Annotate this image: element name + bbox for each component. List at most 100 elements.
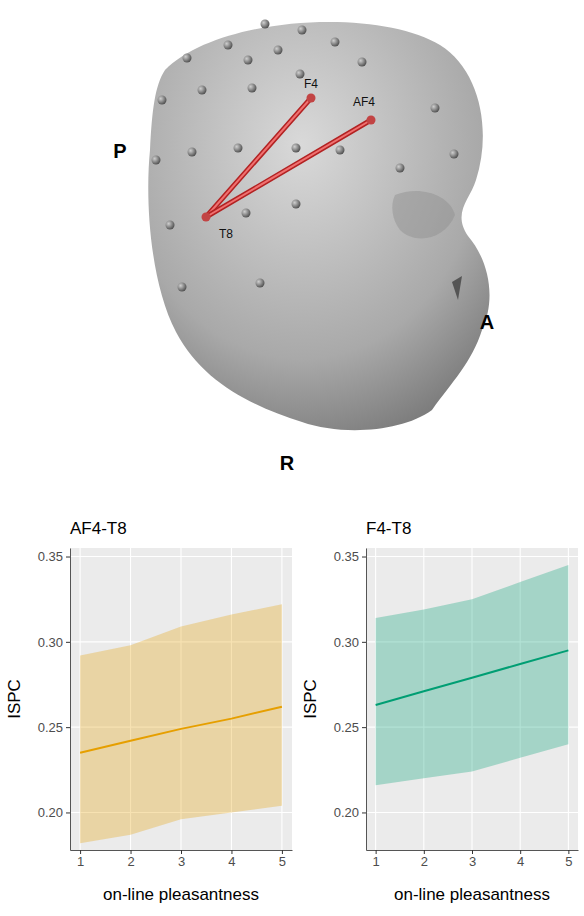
confidence-band xyxy=(80,604,282,843)
x-tick-label: 1 xyxy=(373,854,380,869)
plot-background xyxy=(70,548,292,850)
y-tick: 0.35 xyxy=(334,549,366,564)
head-diagram: F4 AF4 T8 xyxy=(148,20,489,431)
grid xyxy=(70,548,292,850)
y-tick: 0.20 xyxy=(38,805,70,820)
x-axis-title: on-line pleasantness xyxy=(103,885,259,904)
orientation-label: R xyxy=(280,452,295,474)
x-axis: 1 2 3 4 5 xyxy=(71,850,293,869)
y-axis: 0.20 0.25 0.30 0.35 xyxy=(38,549,71,851)
x-tick-label: 2 xyxy=(421,854,428,869)
electrode xyxy=(242,209,251,218)
ear-shape xyxy=(452,276,462,300)
electrode xyxy=(244,56,253,65)
x-tick-label: 2 xyxy=(127,854,134,869)
chart-title: F4-T8 xyxy=(366,519,411,538)
plot-background xyxy=(366,548,578,850)
x-tick: 1 xyxy=(77,850,84,869)
x-tick-label: 5 xyxy=(565,854,572,869)
electrode xyxy=(152,156,161,165)
electrode xyxy=(261,20,270,29)
y-tick-mark xyxy=(362,642,366,643)
electrode-label: T8 xyxy=(219,227,233,241)
grid xyxy=(366,548,578,850)
electrode xyxy=(234,144,243,153)
y-tick: 0.20 xyxy=(334,805,366,820)
electrode xyxy=(166,221,175,230)
y-tick-mark xyxy=(362,812,366,813)
x-tick: 4 xyxy=(517,850,524,869)
x-tick: 5 xyxy=(279,850,286,869)
y-tick: 0.30 xyxy=(334,635,366,650)
electrode-label: F4 xyxy=(304,77,318,91)
x-tick: 4 xyxy=(228,850,235,869)
chart-panel: 0.20 0.25 0.30 0.35 1 2 3 4 5 AF4-T8 on-line pleas… xyxy=(5,519,293,904)
electrode xyxy=(331,38,340,47)
x-tick: 5 xyxy=(565,850,572,869)
y-axis-title: ISPC xyxy=(5,679,24,719)
electrode xyxy=(256,279,265,288)
electrode xyxy=(298,26,307,35)
connection-highlight xyxy=(206,120,371,217)
y-axis: 0.20 0.25 0.30 0.35 xyxy=(334,549,367,851)
connection-highlight xyxy=(206,98,311,217)
x-tick: 3 xyxy=(178,850,185,869)
trend-line xyxy=(80,707,282,753)
y-axis-line xyxy=(366,549,367,851)
y-tick-label: 0.25 xyxy=(334,720,359,735)
y-tick-mark xyxy=(66,727,70,728)
y-tick-label: 0.20 xyxy=(38,805,63,820)
x-tick-label: 4 xyxy=(228,854,235,869)
electrode xyxy=(292,200,301,209)
chart-title: AF4-T8 xyxy=(70,519,127,538)
electrode xyxy=(292,144,301,153)
x-tick-label: 5 xyxy=(279,854,286,869)
figure: F4 AF4 T8 P A R 0.20 0.25 0.30 0.35 1 2 3 4 5 AF4-T8 on-… xyxy=(0,0,584,916)
electrode xyxy=(336,146,345,155)
x-tick: 1 xyxy=(373,850,380,869)
trend-line xyxy=(376,650,569,705)
electrode xyxy=(396,164,405,173)
y-tick: 0.25 xyxy=(38,720,70,735)
electrode xyxy=(224,41,233,50)
y-axis-line xyxy=(70,549,71,851)
y-tick-mark xyxy=(362,557,366,558)
y-tick-label: 0.35 xyxy=(38,549,63,564)
electrode xyxy=(248,84,257,93)
electrode xyxy=(431,104,440,113)
face-shade xyxy=(392,191,455,238)
y-tick-label: 0.25 xyxy=(38,720,63,735)
y-tick-mark xyxy=(66,642,70,643)
connection xyxy=(206,98,311,217)
y-axis-title: ISPC xyxy=(301,679,320,719)
x-tick-label: 3 xyxy=(469,854,476,869)
y-tick-label: 0.30 xyxy=(334,635,359,650)
marks xyxy=(376,565,569,785)
electrode-selected xyxy=(202,213,211,222)
marks xyxy=(80,604,282,843)
orientation-label: P xyxy=(113,140,126,162)
x-tick-label: 4 xyxy=(517,854,524,869)
orientation-label: A xyxy=(480,311,494,333)
electrode xyxy=(450,150,459,159)
x-tick: 2 xyxy=(127,850,134,869)
head-shape xyxy=(148,22,489,430)
x-tick-label: 3 xyxy=(178,854,185,869)
x-tick: 2 xyxy=(421,850,428,869)
y-tick-label: 0.30 xyxy=(38,635,63,650)
x-tick: 3 xyxy=(469,850,476,869)
y-tick-label: 0.20 xyxy=(334,805,359,820)
y-tick-mark xyxy=(66,812,70,813)
y-tick-label: 0.35 xyxy=(334,549,359,564)
chart-panel: 0.200.250.300.3512345F4-T8on-line pleasa… xyxy=(301,519,579,904)
electrode xyxy=(358,58,367,67)
electrode xyxy=(158,96,167,105)
y-tick: 0.35 xyxy=(38,549,70,564)
y-tick-mark xyxy=(362,727,366,728)
y-tick: 0.25 xyxy=(334,720,366,735)
electrode xyxy=(188,148,197,157)
electrode-selected xyxy=(307,94,316,103)
x-axis: 1 2 3 4 5 xyxy=(367,850,579,869)
electrode-label: AF4 xyxy=(353,95,375,109)
electrode xyxy=(274,46,283,55)
